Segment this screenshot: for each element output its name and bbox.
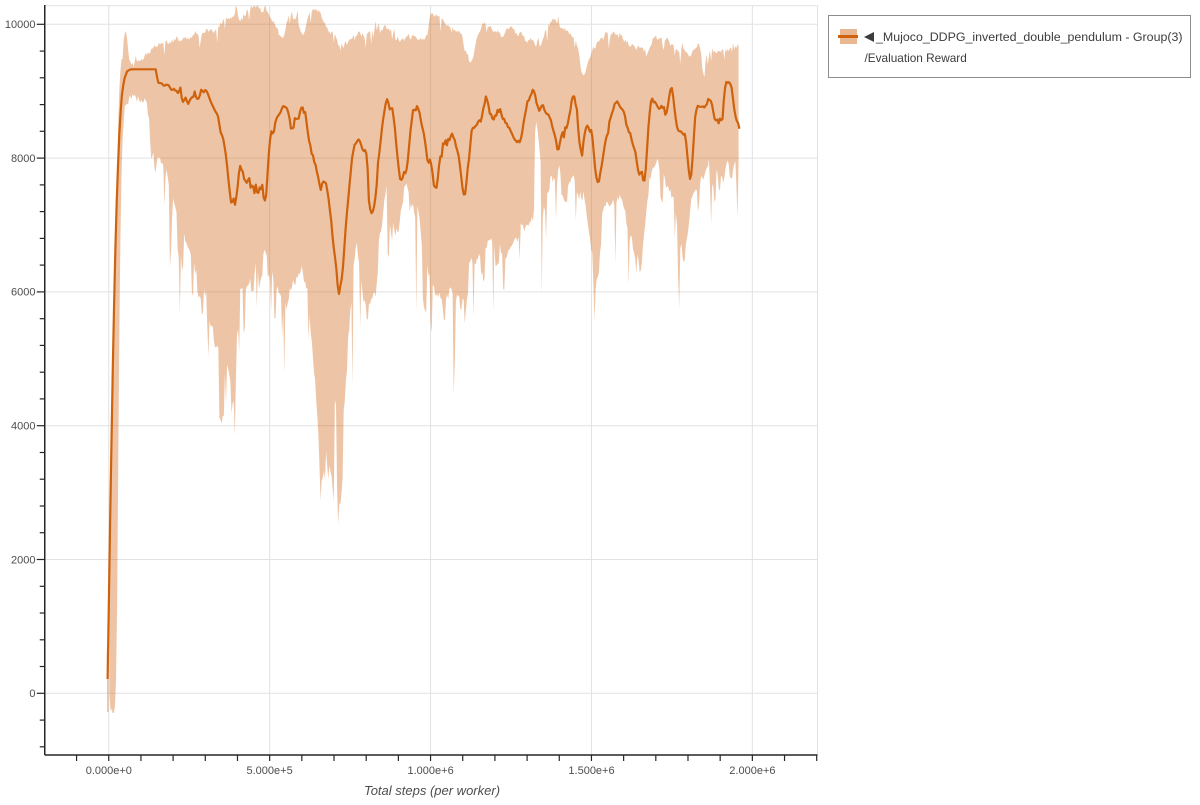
svg-text:0: 0 [29, 688, 35, 700]
svg-text:8000: 8000 [11, 153, 35, 165]
svg-text:10000: 10000 [5, 19, 36, 31]
svg-text:4000: 4000 [11, 421, 35, 433]
svg-text:2000: 2000 [11, 554, 35, 566]
svg-text:Total steps (per worker): Total steps (per worker) [364, 783, 500, 798]
svg-text:6000: 6000 [11, 287, 35, 299]
svg-text:0.000e+0: 0.000e+0 [86, 765, 132, 777]
svg-text:1.000e+6: 1.000e+6 [408, 765, 454, 777]
svg-text:5.000e+5: 5.000e+5 [247, 765, 293, 777]
svg-text:1.500e+6: 1.500e+6 [568, 765, 614, 777]
svg-text:2.000e+6: 2.000e+6 [729, 765, 775, 777]
